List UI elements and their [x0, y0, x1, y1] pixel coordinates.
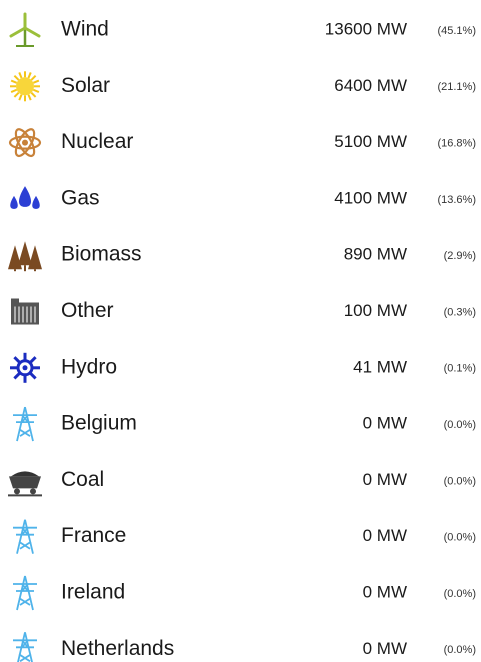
- ray: [10, 79, 18, 84]
- share-value: (2.9%): [444, 250, 476, 262]
- ray: [18, 94, 23, 101]
- row: Other 100 MW (0.3%): [11, 298, 476, 325]
- icon: [13, 575, 37, 611]
- pylon: [13, 575, 37, 611]
- source-label: Coal: [61, 468, 104, 491]
- flame: [19, 186, 31, 207]
- source-label: Wind: [61, 18, 109, 41]
- icon: [8, 128, 42, 158]
- share-value: (0.0%): [444, 532, 476, 544]
- power-value: 100 MW: [344, 301, 407, 320]
- ray: [27, 94, 32, 101]
- row: Hydro 41 MW (0.1%): [10, 352, 476, 383]
- row: Solar 6400 MW (21.1%): [10, 71, 476, 102]
- heap: [11, 471, 39, 477]
- share-value: (0.0%): [444, 588, 476, 600]
- share-value: (45.1%): [437, 25, 476, 37]
- flame: [32, 195, 40, 209]
- source-label: Hydro: [61, 355, 117, 378]
- cart: [9, 476, 41, 489]
- orbit: [14, 128, 36, 158]
- wheel: [30, 488, 36, 495]
- source-label: Gas: [61, 186, 100, 209]
- ray: [10, 88, 18, 93]
- power-value: 4100 MW: [334, 188, 407, 207]
- power-value: 6400 MW: [334, 76, 407, 95]
- source-label: Biomass: [61, 243, 142, 266]
- share-value: (21.1%): [437, 81, 476, 93]
- row: Netherlands 0 MW (0.0%): [13, 632, 476, 662]
- icon: [13, 632, 37, 662]
- power-value: 41 MW: [353, 357, 407, 376]
- drop: [22, 365, 28, 371]
- source-label: France: [61, 524, 126, 547]
- flame: [10, 195, 18, 209]
- share-value: (0.0%): [444, 475, 476, 487]
- ray: [27, 72, 32, 79]
- row: France 0 MW (0.0%): [13, 519, 476, 554]
- icon: [9, 12, 41, 47]
- ray: [30, 74, 37, 81]
- icon: [10, 186, 40, 209]
- ray: [13, 91, 20, 98]
- icon: [13, 406, 37, 442]
- source-label: Ireland: [61, 581, 125, 604]
- ray: [30, 91, 37, 98]
- row: Coal 0 MW (0.0%): [8, 468, 476, 497]
- ray: [32, 79, 40, 84]
- icon: [8, 241, 42, 272]
- pylon: [13, 406, 37, 442]
- row: Ireland 0 MW (0.0%): [13, 575, 476, 611]
- row: Wind 13600 MW (45.1%): [9, 12, 476, 47]
- source-label: Solar: [61, 74, 110, 97]
- tree: [18, 241, 32, 266]
- icon: [10, 71, 40, 102]
- row: Gas 4100 MW (13.6%): [10, 186, 476, 209]
- wheel: [14, 488, 20, 495]
- source-label: Belgium: [61, 412, 137, 435]
- power-value: 0 MW: [363, 414, 407, 433]
- pylon: [13, 632, 37, 662]
- row: Nuclear 5100 MW (16.8%): [8, 128, 476, 158]
- power-value: 0 MW: [363, 582, 407, 601]
- blade: [23, 26, 41, 38]
- icon: [10, 352, 40, 383]
- pylon: [13, 519, 37, 554]
- share-value: (13.6%): [437, 194, 476, 206]
- power-value: 0 MW: [363, 526, 407, 545]
- box: [11, 302, 39, 325]
- orbit: [14, 128, 36, 158]
- ray: [18, 72, 23, 79]
- source-label: Other: [61, 299, 114, 322]
- icon: [11, 298, 39, 325]
- icon: [13, 519, 37, 554]
- source-label: Netherlands: [61, 637, 174, 660]
- power-value: 13600 MW: [325, 19, 407, 38]
- ray: [13, 74, 20, 81]
- power-value: 890 MW: [344, 245, 407, 264]
- ray: [32, 88, 40, 93]
- share-value: (0.1%): [444, 363, 476, 375]
- top: [11, 298, 19, 304]
- tree: [8, 245, 22, 270]
- share-value: (16.8%): [437, 138, 476, 150]
- orbit: [8, 135, 42, 150]
- icon: [8, 471, 42, 497]
- power-value: 5100 MW: [334, 132, 407, 151]
- core: [22, 139, 28, 146]
- power-value: 0 MW: [363, 470, 407, 489]
- tree: [28, 245, 42, 270]
- share-value: (0.3%): [444, 306, 476, 318]
- row: Biomass 890 MW (2.9%): [8, 241, 476, 272]
- share-value: (0.0%): [444, 419, 476, 431]
- blade: [9, 26, 27, 38]
- share-value: (0.0%): [444, 644, 476, 656]
- row: Belgium 0 MW (0.0%): [13, 406, 476, 442]
- sun: [16, 77, 34, 96]
- power-value: 0 MW: [363, 639, 407, 658]
- source-label: Nuclear: [61, 130, 133, 153]
